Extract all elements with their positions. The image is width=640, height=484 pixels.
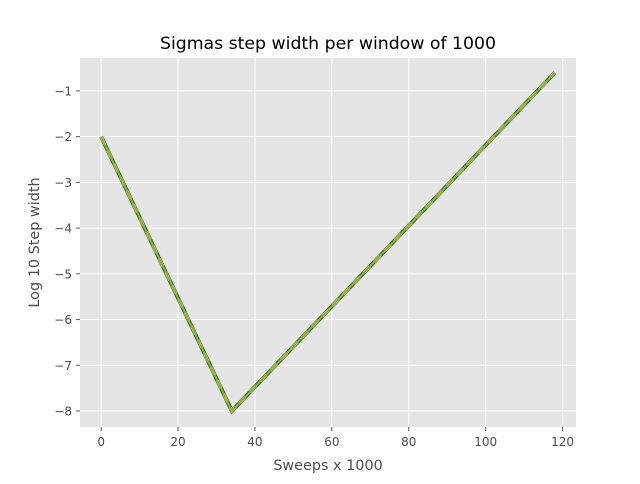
x-tick-label: 80: [401, 435, 416, 449]
y-tick-label: −7: [54, 359, 72, 373]
y-tick-label: −6: [54, 313, 72, 327]
grid-lines: [80, 58, 576, 427]
x-tick-label: 60: [324, 435, 339, 449]
y-axis-label: Log 10 Step width: [27, 177, 43, 307]
x-tick-label: 0: [97, 435, 105, 449]
plot-area: [80, 58, 576, 427]
x-axis-label: Sweeps x 1000: [273, 458, 383, 474]
series-layer: [99, 71, 557, 415]
y-tick-label: −1: [54, 84, 72, 98]
chart-title: Sigmas step width per window of 1000: [160, 34, 496, 54]
y-tick-label: −8: [54, 404, 72, 418]
x-tick-label: 120: [551, 435, 574, 449]
y-tick-label: −4: [54, 222, 72, 236]
x-tick-label: 20: [170, 435, 185, 449]
y-tick-label: −2: [54, 130, 72, 144]
x-tick-label: 100: [474, 435, 497, 449]
y-tick-label: −3: [54, 176, 72, 190]
y-tick-label: −5: [54, 267, 72, 281]
series-3-line: [100, 71, 556, 413]
y-axis: −8 −7 −6 −5 −4 −3 −2 −1: [54, 84, 80, 418]
x-tick-label: 40: [247, 435, 262, 449]
x-axis: 0 20 40 60 80 100 120: [97, 427, 574, 449]
